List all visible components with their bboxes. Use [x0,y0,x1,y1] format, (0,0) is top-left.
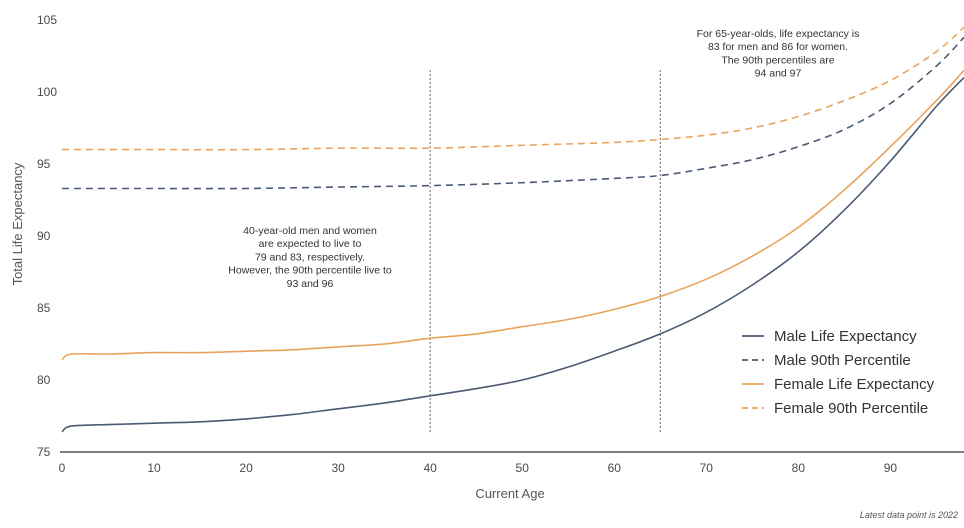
y-tick-label: 75 [37,445,51,459]
annotation-age40-line: 79 and 83, respectively. [255,251,365,263]
annotation-age65-line: The 90th percentiles are [721,54,834,66]
axes-group: 0 10 20 30 40 50 60 70 80 90 75 80 85 90 95 100 105 [37,13,964,475]
annotation-age40-line: 93 and 96 [287,278,334,290]
legend-label: Female 90th Percentile [774,400,928,417]
x-tick-label: 10 [147,461,161,475]
annotation-age65-line: 83 for men and 86 for women. [708,41,848,53]
x-axis-label: Current Age [475,486,544,501]
x-tick-label: 80 [792,461,806,475]
y-tick-label: 95 [37,157,51,171]
annotation-age65-line: For 65-year-olds, life expectancy is [697,28,860,40]
y-tick-label: 90 [37,229,51,243]
footnote: Latest data point is 2022 [860,510,958,520]
y-tick-label: 100 [37,85,57,99]
legend-label: Male 90th Percentile [774,352,911,369]
x-tick-label: 50 [516,461,530,475]
series-lines [61,26,964,433]
y-tick-label: 80 [37,373,51,387]
x-tick-label: 40 [423,461,437,475]
x-tick-label: 60 [608,461,622,475]
annotation-age65-line: 94 and 97 [755,68,802,80]
x-tick-label: 90 [884,461,898,475]
reference-lines [429,70,661,433]
y-tick-label: 85 [37,301,51,315]
legend-label: Male Life Expectancy [774,328,917,345]
series-line-female-life-expectancy [61,69,964,361]
series-line-female-90th-percentile [62,26,964,151]
x-tick-label: 20 [239,461,253,475]
legend-label: Female Life Expectancy [774,376,935,393]
annotation-age40-line: However, the 90th percentile live to [228,265,392,277]
x-tick-label: 30 [331,461,345,475]
y-tick-label: 105 [37,13,57,27]
annotation-age40-line: are expected to live to [259,238,362,250]
x-tick-label: 0 [59,461,66,475]
x-tick-label: 70 [700,461,714,475]
series-line-male-life-expectancy [61,77,964,433]
y-axis-label: Total Life Expectancy [10,162,25,285]
annotation-age40-line: 40-year-old men and women [243,225,377,237]
legend: Male Life Expectancy Male 90th Percentile… [742,328,935,417]
